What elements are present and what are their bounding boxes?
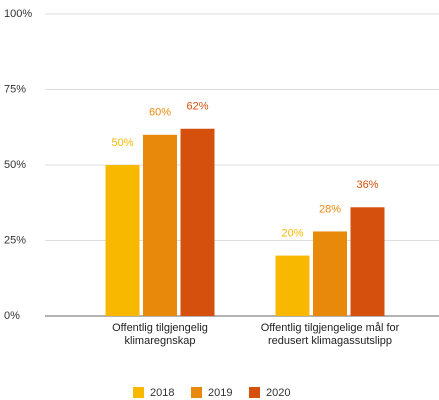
bar — [313, 231, 347, 316]
y-tick-label: 25% — [4, 234, 26, 246]
value-label: 50% — [111, 137, 133, 149]
y-tick-label: 0% — [4, 310, 20, 322]
legend-swatch — [133, 387, 144, 398]
x-tick-label: Offentlig tilgjengelig klimaregnskap — [112, 322, 208, 347]
y-tick-label: 50% — [4, 159, 26, 171]
bar — [350, 207, 385, 316]
x-tick-label: Offentlig tilgjengelige mål for redusert… — [260, 322, 400, 347]
bar — [143, 134, 177, 316]
legend-swatch — [249, 387, 260, 398]
y-tick-label: 75% — [4, 83, 26, 95]
legend-label: 2019 — [208, 387, 232, 399]
y-tick-label: 100% — [4, 8, 32, 20]
value-label: 36% — [356, 179, 378, 191]
value-label: 62% — [186, 101, 208, 113]
legend-label: 2020 — [266, 387, 290, 399]
bar — [275, 255, 310, 316]
bar — [180, 128, 215, 316]
value-label: 60% — [149, 107, 171, 119]
value-label: 28% — [319, 203, 341, 215]
bar — [105, 165, 140, 316]
legend-label: 2018 — [150, 387, 174, 399]
legend-swatch — [191, 387, 202, 398]
value-label: 20% — [281, 228, 303, 240]
